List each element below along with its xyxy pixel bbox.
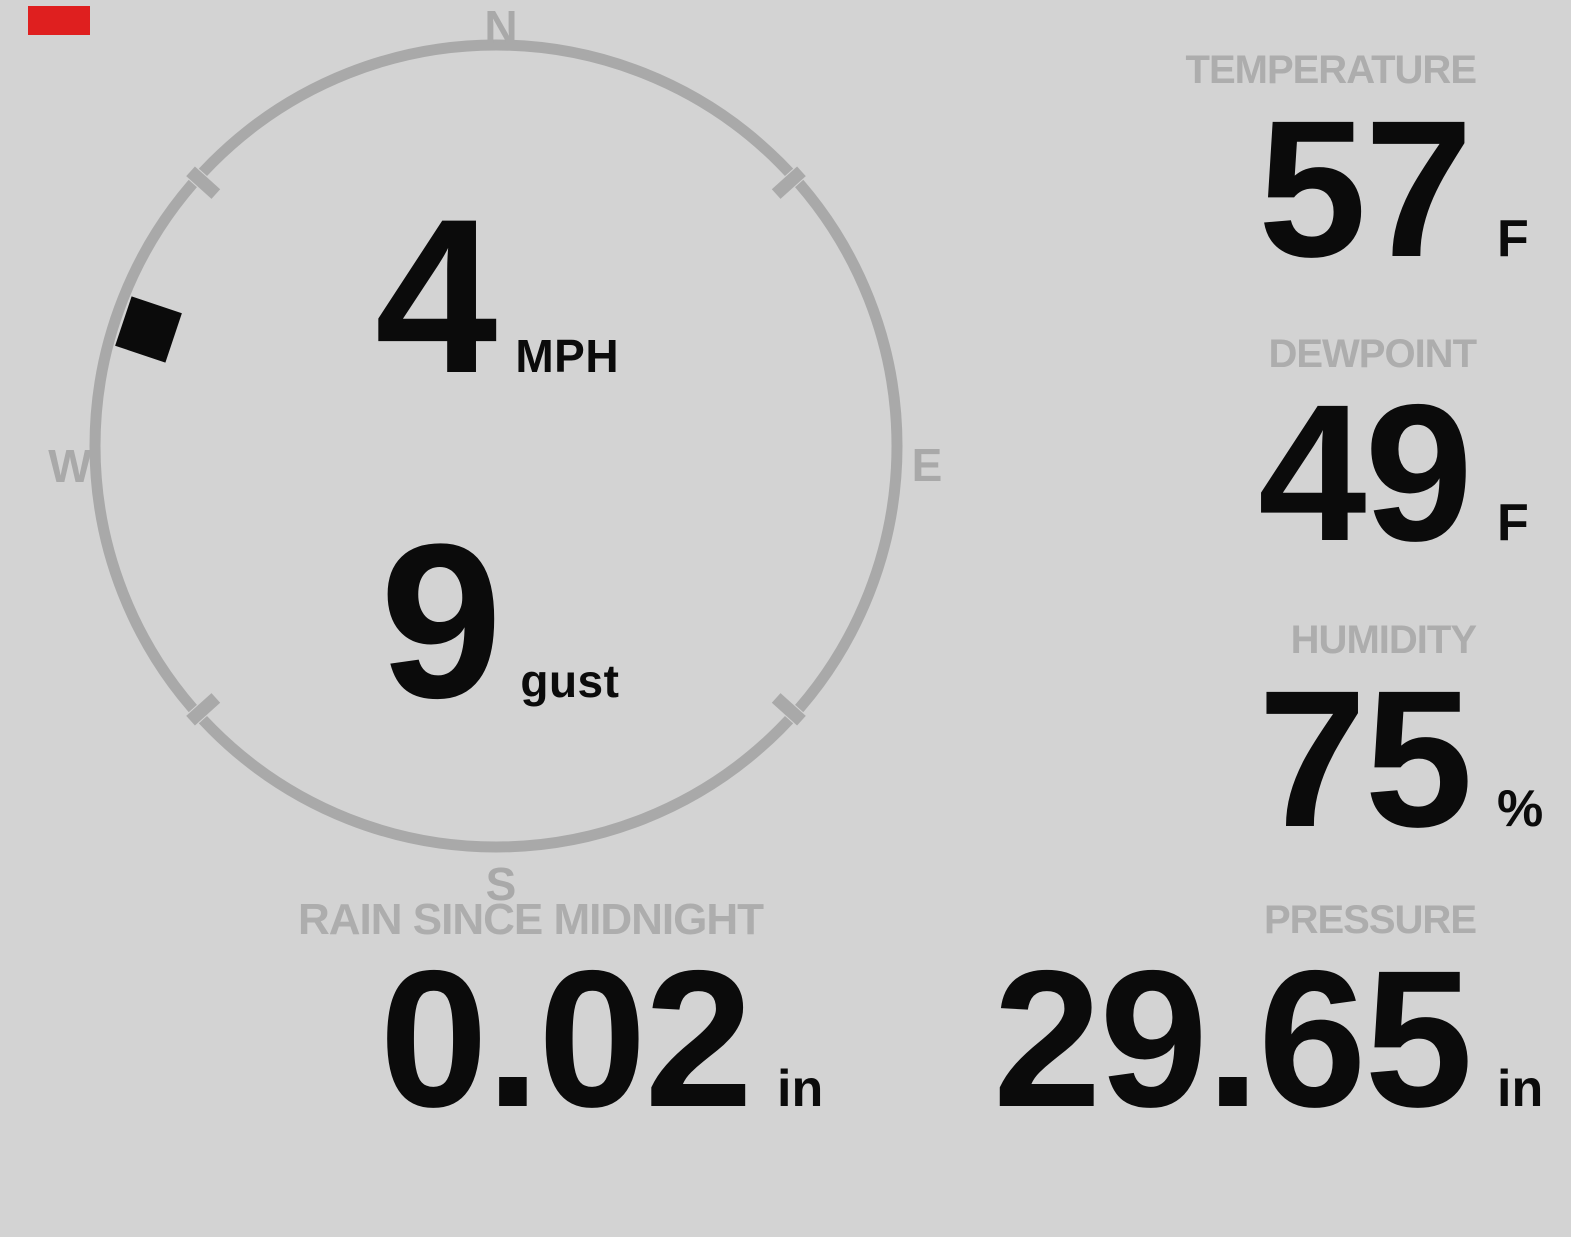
red-marker	[28, 6, 90, 35]
pressure-unit: in	[1497, 1060, 1544, 1118]
wind-gust-unit: gust	[520, 655, 620, 707]
metric-dewpoint: DEWPOINT 49 F	[951, 332, 1571, 571]
compass-tick-sw	[178, 693, 221, 733]
compass-tick-se	[771, 693, 814, 733]
wind-direction-marker	[115, 296, 182, 363]
temperature-unit: F	[1497, 210, 1529, 268]
humidity-unit: %	[1497, 780, 1544, 838]
compass-tick-ne	[771, 159, 814, 199]
temperature-value: 57	[1258, 80, 1473, 298]
compass-label-north: N	[484, 1, 518, 53]
dewpoint-value: 49	[1258, 364, 1473, 582]
compass-circle	[89, 39, 903, 853]
wind-gust: 9 gust	[380, 511, 619, 731]
compass-tick-nw	[178, 159, 221, 199]
metric-humidity: HUMIDITY 75 %	[951, 618, 1571, 857]
temperature-label: TEMPERATURE	[1185, 48, 1477, 92]
pressure-label: PRESSURE	[1263, 898, 1477, 942]
metric-pressure: PRESSURE 29.65 in	[951, 898, 1571, 1137]
metric-temperature: TEMPERATURE 57 F	[951, 48, 1571, 287]
compass-label-east: E	[911, 439, 943, 491]
wind-speed: 4 MPH	[375, 186, 619, 406]
dewpoint-label: DEWPOINT	[1268, 332, 1477, 376]
rain-label: RAIN SINCE MIDNIGHT	[298, 895, 764, 944]
wind-speed-value: 4	[375, 173, 497, 419]
rain-value: 0.02	[379, 930, 753, 1148]
wind-gust-value: 9	[380, 498, 502, 744]
metric-rain: RAIN SINCE MIDNIGHT 0.02 in	[0, 898, 851, 1137]
humidity-value: 75	[1258, 650, 1473, 868]
pressure-value: 29.65	[993, 930, 1473, 1148]
compass-label-west: W	[48, 440, 92, 492]
humidity-label: HUMIDITY	[1290, 618, 1477, 662]
wind-speed-unit: MPH	[515, 330, 620, 382]
compass-label-south: S	[485, 858, 517, 910]
dewpoint-unit: F	[1497, 494, 1529, 552]
rain-unit: in	[777, 1060, 824, 1118]
